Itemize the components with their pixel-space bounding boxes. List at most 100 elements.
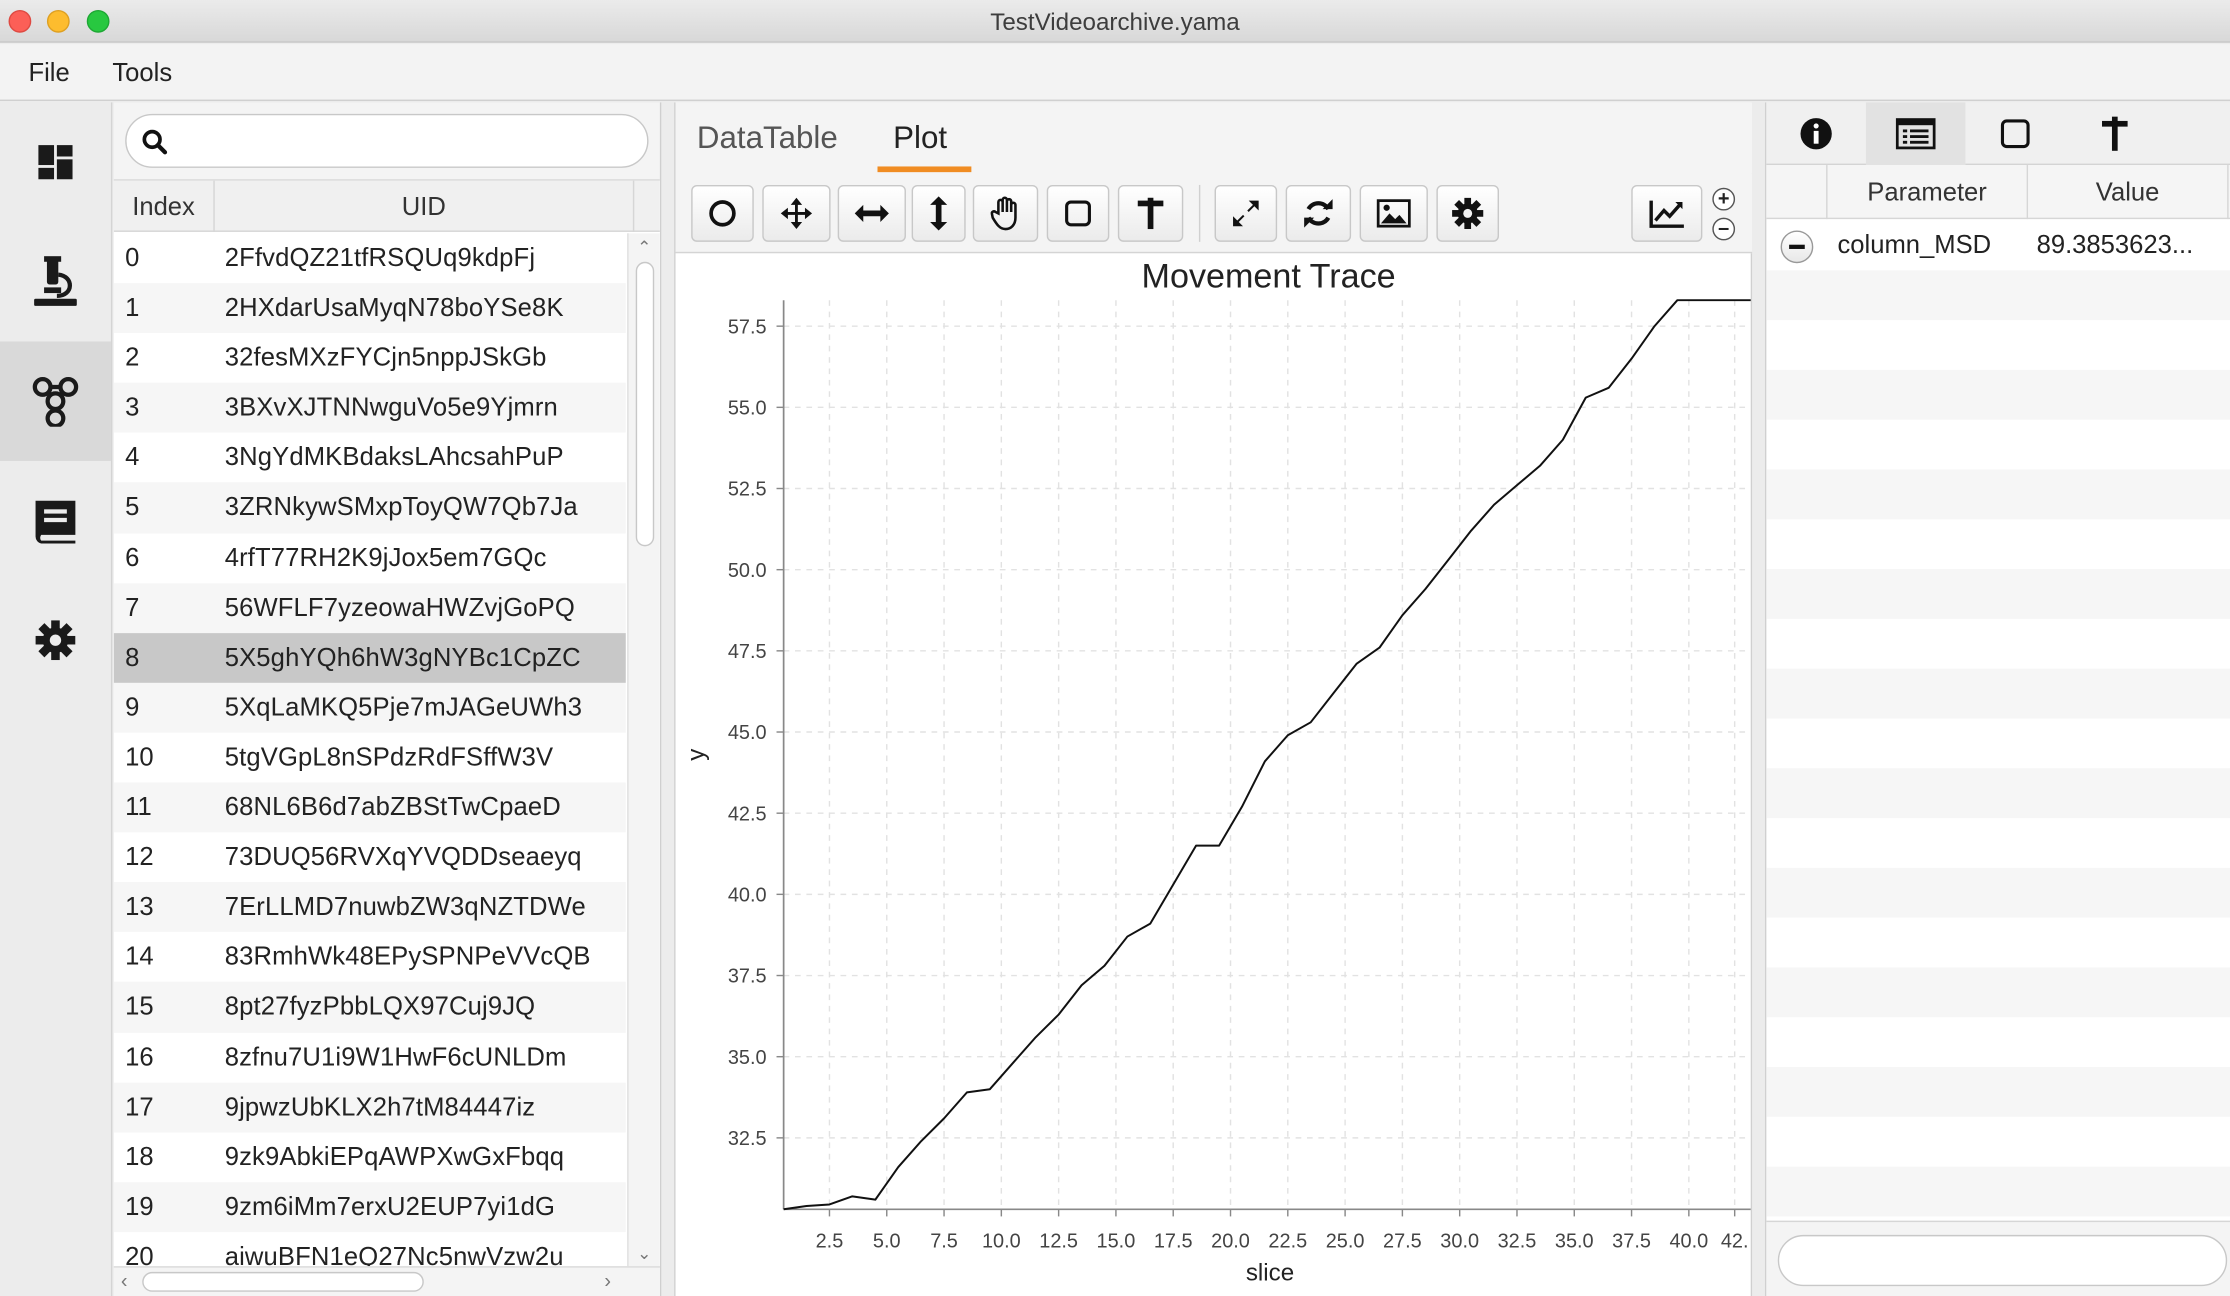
x-tick-label: 42. <box>1721 1231 1749 1253</box>
table-row[interactable]: 12 73DUQ56RVXqYVQDDseaeyq <box>114 832 626 882</box>
table-row[interactable]: 5 3ZRNkywSMxpToyQW7Qb7Ja <box>113 482 626 533</box>
remove-parameter-button[interactable] <box>1780 230 1814 264</box>
y-tick-label: 47.5 <box>728 641 767 663</box>
table-row[interactable]: 20 aiwuBFN1eQ27Nc5nwVzw2u <box>114 1232 626 1266</box>
parameter-search-input[interactable] <box>1777 1234 2228 1287</box>
table-row[interactable]: 17 9jpwzUbKLX2h7tM84447iz <box>113 1082 626 1133</box>
table-row[interactable]: 18 9zk9AbkiEPqAWPXwGxFbqq <box>114 1132 626 1182</box>
column-header-value[interactable]: Value <box>2028 165 2229 220</box>
plot-area[interactable]: Movement Trace 32.5 35.0 37.5 40.0 42.5 45.0 47… <box>676 253 1753 1296</box>
snapshot-button[interactable] <box>1359 184 1428 242</box>
empty-row <box>1766 867 2230 918</box>
circle-tool-button[interactable] <box>691 184 754 242</box>
column-header-index[interactable]: Index <box>114 180 215 232</box>
tab-region[interactable] <box>1965 102 2065 165</box>
table-row[interactable]: 0 2FfvdQZ21tfRSQUq9kdpFj <box>114 233 626 283</box>
row-index: 14 <box>125 942 154 971</box>
row-index: 10 <box>125 742 154 772</box>
x-tick-label: 12.5 <box>1039 1231 1078 1253</box>
scroll-down-icon[interactable]: ⌄ <box>637 1243 652 1264</box>
empty-row <box>1766 420 2230 470</box>
plot-toolbar: + – <box>675 173 1753 254</box>
menu-file[interactable]: File <box>28 58 70 87</box>
row-index: 4 <box>125 442 140 472</box>
zoom-out-button[interactable]: – <box>1712 217 1736 241</box>
horizontal-scrollbar[interactable]: ‹ › <box>113 1266 660 1296</box>
y-tick-label: 32.5 <box>728 1128 767 1150</box>
zoom-in-button[interactable]: + <box>1712 187 1736 211</box>
row-uid: 8pt27fyzPbbLQX97Cuj9JQ <box>224 992 536 1021</box>
tab-plot[interactable]: Plot <box>893 119 948 156</box>
window-close-button[interactable] <box>8 9 32 33</box>
expand-button[interactable] <box>1214 184 1278 242</box>
table-row[interactable]: 19 9zm6iMm7erxU2EUP7yi1dG <box>113 1181 626 1232</box>
tab-list[interactable] <box>1865 102 1966 166</box>
search-input[interactable] <box>125 113 649 168</box>
scroll-left-icon[interactable]: ‹ <box>120 1269 128 1292</box>
table-row[interactable]: 13 7ErLLMD7nuwbZW3qNZTDWe <box>113 882 626 933</box>
table-row[interactable]: 3 3BXvXJTNNwguVo5e9Yjmrn <box>113 383 626 434</box>
row-index: 12 <box>125 842 154 871</box>
scroll-right-icon[interactable]: › <box>604 1269 612 1292</box>
image-icon <box>1376 199 1411 228</box>
table-row[interactable]: 11 68NL6B6d7abZBStTwCpaeD <box>113 782 626 833</box>
horizontal-scroll-thumb[interactable] <box>142 1271 424 1292</box>
empty-row <box>1766 668 2230 719</box>
nav-dashboard[interactable] <box>0 102 111 222</box>
y-tick-label: 35.0 <box>728 1047 767 1069</box>
x-tick-label: 15.0 <box>1097 1231 1136 1253</box>
nav-book[interactable] <box>0 461 111 581</box>
menu-tools[interactable]: Tools <box>112 58 173 87</box>
vertical-tool-button[interactable] <box>911 184 966 242</box>
hand-tool-button[interactable] <box>972 184 1039 242</box>
vertical-scrollbar[interactable]: ⌃ ⌄ <box>627 233 660 1267</box>
chart-type-button[interactable] <box>1631 184 1703 242</box>
square-tool-button[interactable] <box>1046 184 1110 242</box>
active-tab-indicator <box>877 166 972 173</box>
nav-molecule[interactable] <box>0 341 111 461</box>
table-row[interactable]: 2 32fesMXzFYCjn5nppJSkGb <box>114 333 626 383</box>
empty-row <box>1766 469 2230 520</box>
table-row[interactable]: 9 5XqLaMKQ5Pje7mJAGeUWh3 <box>113 682 626 733</box>
center-panel: DataTable Plot <box>674 102 1753 1296</box>
nav-microscope[interactable] <box>0 222 111 342</box>
y-tick-label: 55.0 <box>728 397 767 419</box>
microscope-icon <box>34 256 77 306</box>
trace-line <box>783 299 1751 1211</box>
move-tool-button[interactable] <box>762 184 831 242</box>
table-row[interactable]: 8 5X5ghYQh6hW3gNYBc1CpZC <box>113 632 626 683</box>
table-row[interactable]: 1 2HXdarUsaMyqN78boYSe8K <box>113 283 626 334</box>
row-uid: 32fesMXzFYCjn5nppJSkGb <box>224 343 547 372</box>
tab-marker[interactable] <box>2065 102 2165 165</box>
table-row[interactable]: 14 83RmhWk48EPySPNPeVVcQB <box>114 932 626 982</box>
table-row[interactable]: 16 8zfnu7U1i9W1HwF6cUNLDm <box>114 1032 626 1082</box>
table-row[interactable]: 6 4rfT77RH2K9jJox5em7GQc <box>114 533 626 583</box>
window-maximize-button[interactable] <box>86 9 110 33</box>
horizontal-tool-button[interactable] <box>837 184 906 242</box>
column-header-uid[interactable]: UID <box>215 180 635 232</box>
scroll-up-icon[interactable]: ⌃ <box>637 237 652 258</box>
square-icon <box>2000 119 2030 149</box>
tab-info[interactable] <box>1766 102 1866 165</box>
marker-tool-button[interactable] <box>1117 184 1184 242</box>
table-row[interactable]: 7 56WFLF7yzeowaHWZvjGoPQ <box>113 582 626 633</box>
parameter-row[interactable]: column_MSD 89.3853623... <box>1766 221 2230 271</box>
row-uid: 2HXdarUsaMyqN78boYSe8K <box>224 293 564 322</box>
plot-settings-button[interactable] <box>1436 184 1499 242</box>
dashboard-icon <box>38 145 73 180</box>
row-uid: 5X5ghYQh6hW3gNYBc1CpZC <box>224 642 581 672</box>
refresh-button[interactable] <box>1285 184 1352 242</box>
x-tick-label: 40.0 <box>1669 1231 1708 1253</box>
column-header-parameter[interactable]: Parameter <box>1828 165 2029 220</box>
table-row[interactable]: 10 5tgVGpL8nSPdzRdFSffW3V <box>114 733 626 783</box>
tab-datatable[interactable]: DataTable <box>696 119 838 156</box>
nav-settings[interactable] <box>0 580 111 700</box>
search-icon <box>142 129 168 155</box>
empty-row <box>1766 1166 2230 1217</box>
table-row[interactable]: 15 8pt27fyzPbbLQX97Cuj9JQ <box>113 982 626 1033</box>
table-header: Index UID <box>113 180 660 232</box>
window-minimize-button[interactable] <box>46 9 70 33</box>
table-row[interactable]: 4 3NgYdMKBdaksLAhcsahPuP <box>114 433 626 483</box>
vertical-scroll-thumb[interactable] <box>635 261 655 547</box>
